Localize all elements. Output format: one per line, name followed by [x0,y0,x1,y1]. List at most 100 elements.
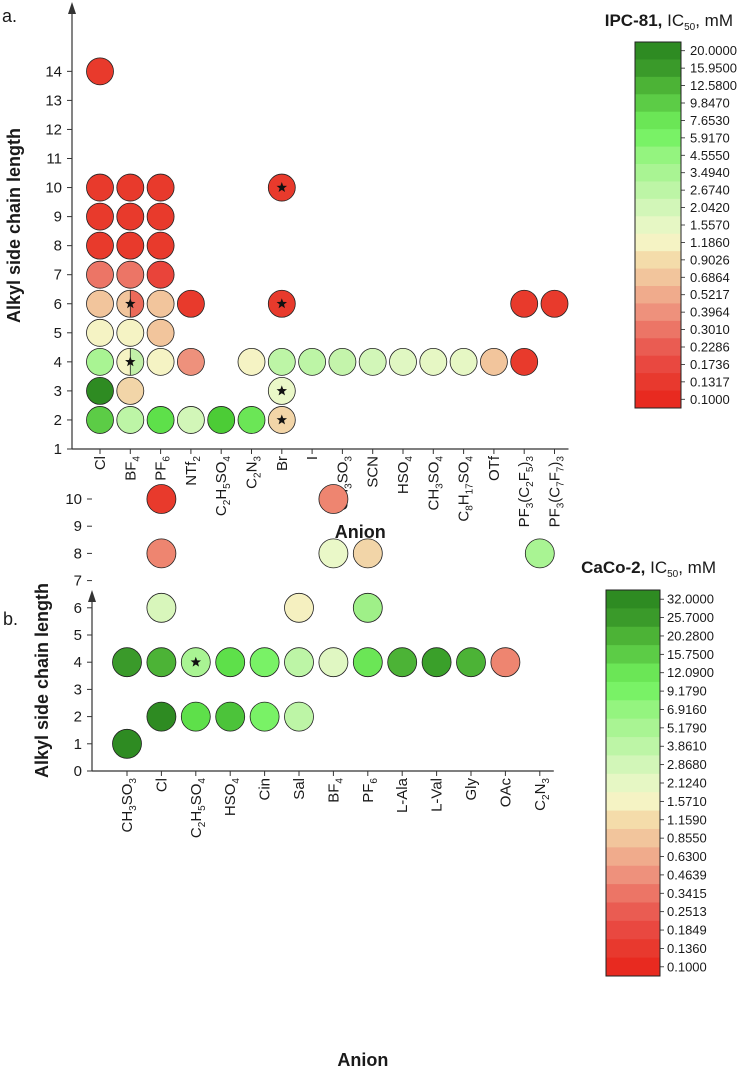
colorbar-label: 25.7000 [667,610,714,625]
data-point-circle [318,538,349,569]
colorbar-label: 0.2286 [690,340,730,355]
colorbar-segment [635,94,681,113]
colorbar-segment [635,198,681,217]
data-point-circle [116,260,145,289]
data-point [358,347,387,376]
data-point-circle [249,647,280,678]
colorbar-segment [635,286,681,304]
y-tick-label: 1 [74,736,82,753]
x-tick-label: Gly [463,778,480,801]
colorbar-label: 0.3415 [667,886,707,901]
colorbar-label: 1.1590 [667,812,707,827]
data-point [207,406,236,434]
data-point [146,406,175,434]
x-tick-label: C2H5SO4 [188,778,208,839]
data-point-circle [86,376,114,405]
x-tick-label: PF6 [153,456,173,481]
data-point [116,202,145,231]
data-point-circle [146,406,175,434]
colorbar: 32.0000 25.7000 20.2800 15.7500 12.0900 9.179… [605,589,714,977]
colorbar-label: 0.1000 [667,959,707,974]
data-point [116,289,145,318]
y-tick-label: 1 [54,441,62,458]
colorbar-segment [606,700,660,720]
colorbar-segment [606,939,660,959]
colorbar-title: CaCo-2, IC50, mM [581,558,716,580]
data-point-circle [86,289,114,318]
data-point [86,318,114,347]
data-point [146,289,175,318]
data-point [328,347,357,376]
colorbar-segment [606,847,660,867]
colorbar-label: 0.1849 [667,923,707,938]
x-tick-label: L-Ala [394,777,411,813]
x-tick-label: C8H17SO4 [456,456,476,522]
data-point [146,701,177,732]
colorbar-segment [606,681,660,701]
y-tick-label: 8 [54,238,62,255]
colorbar-segment [606,663,660,683]
data-point-circle [146,647,177,678]
data-point [180,647,211,678]
y-tick-label: 6 [54,296,62,313]
colorbar-label: 0.3010 [690,322,730,337]
data-point [176,289,205,318]
star-marker-icon [276,298,288,309]
colorbar-label: 4.5550 [690,148,730,163]
colorbar-segment [606,645,660,665]
colorbar-segment [606,737,660,756]
colorbar-label: 20.2800 [667,628,714,643]
data-point [387,647,418,678]
data-point-circle [86,231,114,260]
colorbar-label: 1.1860 [690,235,730,250]
data-point [318,484,349,514]
colorbar-label: 12.5800 [690,78,737,93]
data-point-circle [215,701,246,732]
y-tick-label: 8 [74,545,82,562]
data-point [86,202,114,231]
colorbar-label: 0.8550 [667,831,707,846]
colorbar-segment [606,718,660,738]
data-point [86,376,114,405]
colorbar-label: 0.4639 [667,867,707,882]
y-tick-label: 4 [54,354,62,371]
y-tick-label: 0 [74,763,82,780]
data-point-circle [112,728,142,759]
x-tick-label: Cl [92,456,109,470]
colorbar-segment [635,355,681,374]
data-point [86,231,114,260]
star-marker-icon [125,298,136,309]
data-point-circle [387,647,418,678]
data-point [146,538,177,569]
y-tick-label: 5 [74,627,82,644]
data-point [146,231,175,260]
data-point-circle [490,647,521,678]
colorbar-label: 12.0900 [667,665,714,680]
colorbar-segment [606,810,660,830]
colorbar-label: 5.9170 [690,130,730,145]
data-point [112,728,142,759]
y-tick-label: 12 [45,121,62,138]
data-point [284,592,314,623]
data-point-circle [146,538,177,569]
colorbar-segment [635,59,681,78]
data-point [389,347,417,376]
data-point [176,406,205,434]
data-point-outline [116,347,145,376]
data-point [524,538,555,569]
data-point-circle [146,173,175,202]
data-point-circle [86,202,114,231]
data-point [352,647,383,678]
data-point [479,347,508,376]
colorbar-label: 0.6864 [690,270,730,285]
x-tick-label: SCN [365,456,382,488]
colorbar-segment [606,884,660,903]
y-tick-label: 10 [45,180,62,197]
colorbar-segment [606,828,660,848]
data-point [421,647,452,678]
data-point-circle [284,592,314,623]
x-axis-title: Anion [337,1050,388,1070]
x-tick-label: Cin [257,778,274,801]
y-tick-label: 5 [54,325,62,342]
